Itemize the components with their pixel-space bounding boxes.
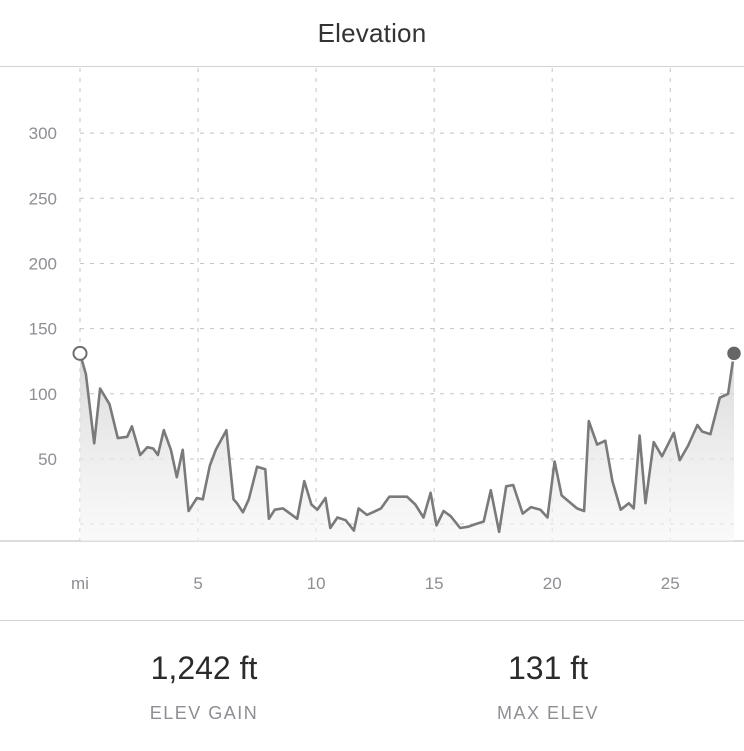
y-tick-label: 100 — [29, 385, 57, 404]
stat-elev-gain: 1,242 ft ELEV GAIN — [54, 650, 354, 724]
x-tick-labels: mi 5 10 15 20 25 — [71, 574, 680, 593]
max-elev-label: MAX ELEV — [496, 703, 600, 723]
header: Elevation — [0, 0, 744, 66]
y-tick-label: 150 — [29, 320, 57, 339]
max-elev-value: 131 ft — [507, 650, 589, 686]
elevation-line — [78, 352, 736, 534]
elevation-chart: 50 100 150 200 250 300 mi 5 10 15 20 25 — [0, 68, 744, 593]
y-tick-label: 50 — [38, 450, 57, 469]
x-tick-label: 10 — [307, 574, 326, 593]
x-tick-label: 15 — [425, 574, 444, 593]
x-tick-label: 5 — [193, 574, 202, 593]
x-tick-label: 20 — [543, 574, 562, 593]
page-title: Elevation — [317, 17, 427, 48]
y-tick-label: 200 — [29, 254, 57, 273]
elevation-area — [80, 353, 734, 541]
x-tick-label: 25 — [661, 574, 680, 593]
stats-divider — [0, 620, 744, 621]
x-unit-label: mi — [71, 574, 89, 593]
y-tick-labels: 50 100 150 200 250 300 — [29, 124, 57, 469]
elev-gain-label: ELEV GAIN — [149, 703, 259, 723]
elev-gain-value: 1,242 ft — [150, 650, 258, 686]
y-tick-label: 250 — [29, 189, 57, 208]
endpoint-markers — [72, 345, 743, 362]
start-marker — [72, 345, 88, 361]
stat-max-elev: 131 ft MAX ELEV — [398, 650, 698, 724]
y-tick-label: 300 — [29, 124, 57, 143]
header-divider — [0, 66, 744, 67]
end-marker — [725, 345, 743, 362]
